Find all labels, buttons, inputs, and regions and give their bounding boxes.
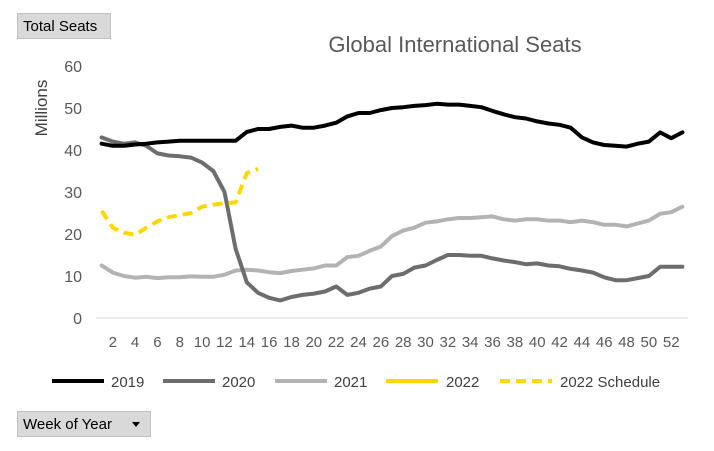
x-tick-label: 46 (596, 334, 613, 351)
series-line-2022 (102, 169, 258, 235)
y-axis-label: Millions (32, 80, 51, 137)
legend-label: 2022 (446, 374, 479, 391)
x-tick-label: 50 (641, 334, 658, 351)
x-tick-label: 40 (529, 334, 546, 351)
legend-label: 2020 (222, 374, 255, 391)
x-tick-label: 30 (417, 334, 434, 351)
total-seats-field-button[interactable]: Total Seats (17, 13, 111, 39)
y-tick-label: 60 (64, 59, 82, 76)
x-tick-label: 4 (131, 334, 139, 351)
legend-label: 2022 Schedule (560, 374, 660, 391)
x-tick-label: 38 (507, 334, 524, 351)
series-line-2020 (99, 135, 685, 303)
x-tick-label: 28 (395, 334, 412, 351)
x-tick-label: 6 (153, 334, 161, 351)
series-line-2019 (99, 101, 685, 149)
series-line-2021 (99, 204, 685, 281)
x-tick-label: 32 (440, 334, 457, 351)
y-tick-label: 30 (64, 185, 82, 202)
dropdown-arrow-icon[interactable] (132, 422, 140, 427)
x-tick-label: 44 (574, 334, 591, 351)
week-of-year-label: Week of Year (23, 416, 112, 433)
x-tick-label: 12 (216, 334, 233, 351)
y-tick-label: 40 (64, 143, 82, 160)
x-tick-label: 10 (194, 334, 211, 351)
x-tick-label: 8 (176, 334, 184, 351)
y-tick-label: 0 (73, 311, 82, 328)
total-seats-label: Total Seats (23, 18, 98, 35)
x-tick-label: 34 (462, 334, 479, 351)
x-tick-label: 16 (261, 334, 278, 351)
x-tick-label: 42 (551, 334, 568, 351)
y-tick-label: 10 (64, 269, 82, 286)
x-tick-label: 20 (305, 334, 322, 351)
legend-label: 2021 (334, 374, 367, 391)
x-tick-label: 14 (238, 334, 255, 351)
x-tick-label: 22 (328, 334, 345, 351)
x-tick-label: 48 (618, 334, 635, 351)
week-of-year-field-button[interactable]: Week of Year (17, 411, 151, 437)
legend-label: 2019 (111, 374, 144, 391)
x-tick-label: 24 (350, 334, 367, 351)
y-tick-label: 50 (64, 101, 82, 118)
x-tick-label: 36 (484, 334, 501, 351)
y-tick-label: 20 (64, 227, 82, 244)
x-tick-label: 2 (109, 334, 117, 351)
x-tick-label: 18 (283, 334, 300, 351)
x-tick-label: 26 (372, 334, 389, 351)
series-line-2022-schedule (99, 167, 259, 237)
chart-title: Global International Seats (328, 32, 581, 57)
x-tick-label: 52 (663, 334, 680, 351)
